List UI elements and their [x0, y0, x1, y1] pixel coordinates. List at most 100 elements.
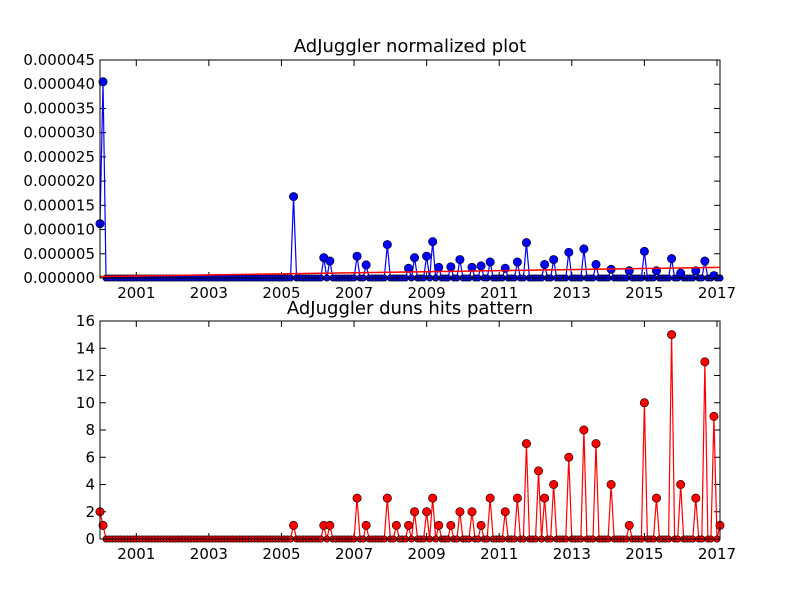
data-point-duns-hits — [521, 439, 531, 449]
data-point-normalized — [361, 260, 371, 270]
data-point-duns-hits — [540, 493, 550, 503]
y-tick-label: 12 — [76, 367, 95, 385]
data-point-normalized — [564, 247, 574, 257]
series-duns-hits — [95, 330, 725, 543]
data-point-duns-hits — [403, 520, 413, 530]
x-tick-label: 2003 — [190, 545, 228, 563]
x-tick-label: 2013 — [553, 545, 591, 563]
data-point-normalized — [98, 77, 108, 87]
x-tick-label: 2007 — [335, 284, 373, 302]
axes-frame-duns-hits — [99, 320, 721, 540]
data-point-duns-hits — [624, 520, 634, 530]
y-tick-label: 0.000035 — [23, 99, 95, 117]
data-point-duns-hits — [98, 520, 108, 530]
ticks-normalized: 2001 2003 2005 2007 2009 2011 2013 2015 2017 0.00… — [23, 51, 736, 302]
data-point-duns-hits — [667, 330, 677, 340]
data-point-normalized — [422, 251, 432, 261]
y-tick-label: 0.000025 — [23, 148, 95, 166]
data-point-duns-hits — [709, 411, 719, 421]
data-point-normalized — [352, 251, 362, 261]
data-point-duns-hits — [422, 507, 432, 517]
y-tick-label: 14 — [76, 339, 95, 357]
y-tick-label: 16 — [76, 312, 95, 330]
data-point-normalized — [289, 192, 299, 202]
data-point-normalized — [540, 259, 550, 269]
series-line-normalized — [99, 81, 720, 279]
data-point-duns-hits — [700, 357, 710, 367]
data-point-normalized — [691, 266, 701, 276]
data-point-normalized — [512, 257, 522, 267]
data-point-normalized — [700, 256, 710, 266]
data-point-duns-hits — [606, 479, 616, 489]
y-tick-label: 0.000005 — [23, 245, 95, 263]
y-tick-label: 0.000030 — [23, 124, 95, 142]
data-point-duns-hits — [325, 520, 335, 530]
y-tick-label: 0 — [85, 530, 95, 548]
x-tick-label: 2005 — [262, 545, 300, 563]
ticks-duns-hits: 2001 2003 2005 2007 2009 2011 2013 2015 2017 0 2 4 6… — [76, 312, 736, 563]
y-tick-label: 4 — [85, 476, 95, 494]
x-tick-label: 2017 — [698, 284, 736, 302]
plot-duns-hits: AdJuggler duns hits pattern 2001 2003 2005… — [76, 298, 736, 563]
data-point-duns-hits — [512, 493, 522, 503]
data-point-normalized — [579, 244, 589, 254]
x-tick-label: 2003 — [190, 284, 228, 302]
data-point-duns-hits — [564, 452, 574, 462]
y-tick-label: 6 — [85, 448, 95, 466]
x-tick-label: 2017 — [698, 545, 736, 563]
data-point-normalized — [549, 255, 559, 265]
data-point-normalized — [410, 253, 420, 263]
data-point-duns-hits — [434, 520, 444, 530]
data-point-normalized — [428, 237, 438, 247]
data-point-duns-hits — [382, 493, 392, 503]
data-point-duns-hits — [476, 520, 486, 530]
x-tick-label: 2001 — [117, 284, 155, 302]
data-point-normalized — [521, 238, 531, 248]
data-point-duns-hits — [467, 507, 477, 517]
data-point-duns-hits — [446, 520, 456, 530]
x-tick-label: 2015 — [625, 545, 663, 563]
data-point-duns-hits — [410, 507, 420, 517]
data-point-duns-hits — [651, 493, 661, 503]
data-point-normalized — [639, 246, 649, 256]
x-tick-label: 2009 — [408, 284, 446, 302]
data-point-duns-hits — [691, 493, 701, 503]
series-normalized — [95, 77, 724, 282]
x-tick-label: 2015 — [625, 284, 663, 302]
chart-title-duns-hits: AdJuggler duns hits pattern — [287, 298, 533, 319]
y-tick-label: 0.000010 — [23, 221, 95, 239]
x-tick-label: 2007 — [335, 545, 373, 563]
data-point-normalized — [624, 266, 634, 276]
axes-frame-normalized — [99, 59, 721, 279]
x-tick-label: 2011 — [480, 284, 518, 302]
y-tick-label: 8 — [85, 421, 95, 439]
y-tick-label: 2 — [85, 503, 95, 521]
data-point-normalized — [455, 255, 465, 265]
data-point-duns-hits — [591, 439, 601, 449]
data-point-normalized — [382, 240, 392, 250]
x-tick-label: 2011 — [480, 545, 518, 563]
data-point-duns-hits — [579, 425, 589, 435]
y-tick-label: 0.000000 — [23, 269, 95, 287]
data-point-normalized — [446, 262, 456, 272]
data-point-duns-hits — [361, 520, 371, 530]
y-tick-label: 0.000015 — [23, 196, 95, 214]
trend-line-normalized — [99, 266, 721, 278]
x-tick-label: 2013 — [553, 284, 591, 302]
y-tick-label: 0.000020 — [23, 172, 95, 190]
data-point-duns-hits — [391, 520, 401, 530]
data-point-duns-hits — [500, 507, 510, 517]
data-point-duns-hits — [352, 493, 362, 503]
data-point-normalized — [667, 254, 677, 264]
data-point-normalized — [434, 262, 444, 272]
data-point-duns-hits — [676, 479, 686, 489]
series-line-duns-hits — [99, 334, 721, 540]
data-point-duns-hits — [428, 493, 438, 503]
x-tick-label: 2001 — [117, 545, 155, 563]
data-point-duns-hits — [485, 493, 495, 503]
data-point-duns-hits — [534, 466, 544, 476]
data-point-normalized — [476, 261, 486, 271]
data-point-duns-hits — [549, 479, 559, 489]
data-point-normalized — [325, 256, 335, 266]
